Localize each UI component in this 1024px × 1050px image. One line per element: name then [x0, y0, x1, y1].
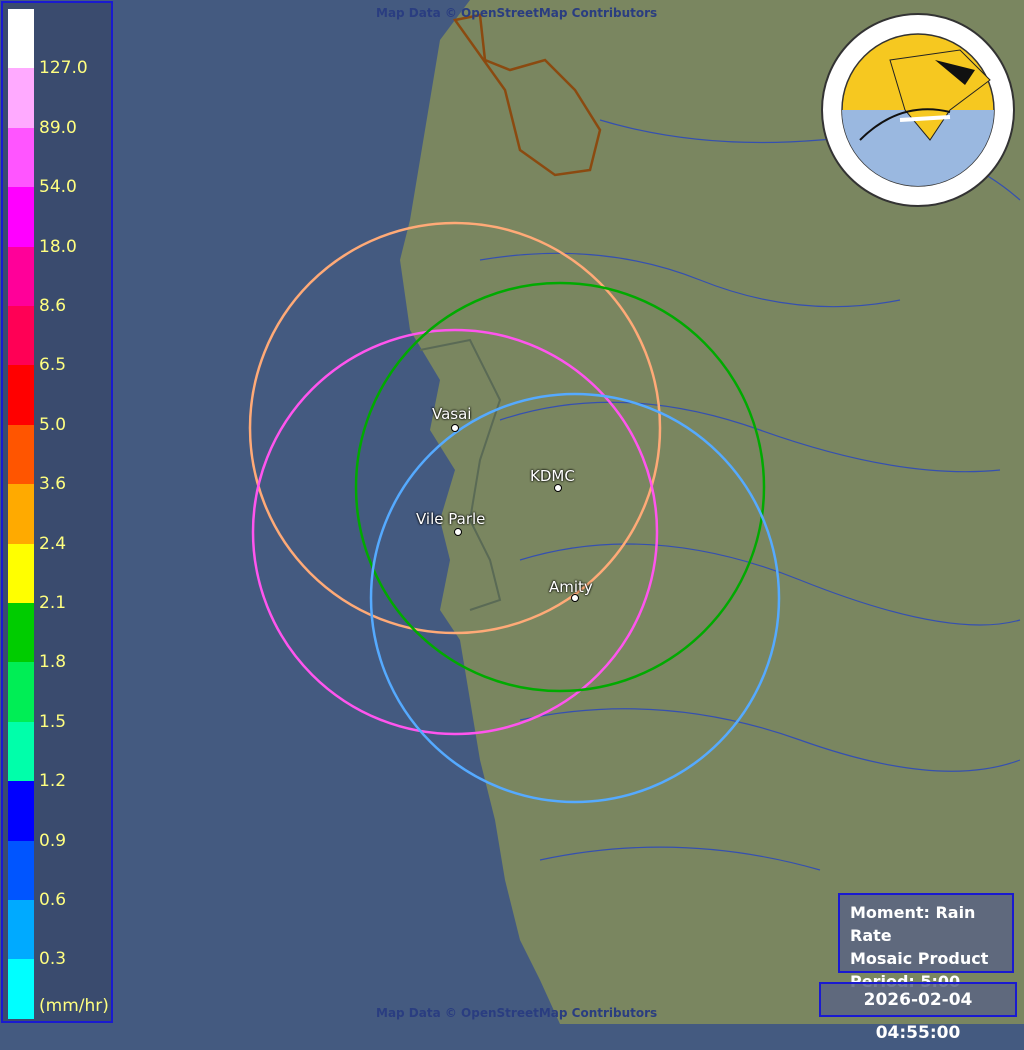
legend-band: [8, 781, 34, 842]
legend-label: 0.3: [39, 949, 67, 970]
station-label[interactable]: KDMC: [530, 467, 575, 485]
land: [400, 0, 1024, 1024]
legend-label: 127.0: [39, 58, 88, 79]
legend-band: [8, 840, 34, 901]
legend-band: [8, 68, 34, 129]
color-legend: (mm/hr) 127.0 89.0 54.0 18.0 8.6 6.5 5.0 3.6 2.4…: [1, 1, 113, 1023]
station-label[interactable]: Vile Parle: [416, 510, 486, 528]
legend-label: 2.4: [39, 533, 67, 554]
station-marker[interactable]: [554, 484, 562, 492]
legend-band: [8, 900, 34, 960]
legend-band: [8, 9, 34, 69]
legend-band: [8, 365, 34, 426]
legend-label: 8.6: [39, 296, 67, 316]
legend-label: 6.5: [39, 355, 67, 376]
legend-label: 1.8: [39, 652, 67, 673]
station-marker[interactable]: [451, 424, 459, 432]
legend-label: 18.0: [39, 236, 77, 257]
map-credit-bottom[interactable]: Map Data © OpenStreetMap Contributors: [376, 1006, 658, 1020]
iitm-logo: [821, 13, 1015, 207]
radar-map[interactable]: [0, 0, 1024, 1024]
legend-label: 89.0: [39, 117, 77, 138]
station-marker[interactable]: [571, 594, 579, 602]
range-ring-amity: [369, 392, 781, 804]
legend-label: 1.5: [39, 711, 67, 732]
legend-band: [8, 959, 34, 1020]
legend-label: 0.6: [39, 890, 67, 910]
legend-band: [8, 662, 34, 723]
moment-label: Moment: Rain Rate: [850, 903, 976, 945]
legend-band: [8, 246, 34, 307]
station-marker[interactable]: [454, 528, 462, 536]
range-ring-kdmc: [354, 281, 766, 693]
legend-band: [8, 484, 34, 545]
legend-band: [8, 187, 34, 248]
info-box: Moment: Rain Rate Mosaic Product Period:…: [838, 893, 1014, 991]
legend-label: 54.0: [39, 177, 77, 198]
range-ring-vasai: [248, 221, 662, 635]
legend-band: [8, 603, 34, 663]
legend-unit: (mm/hr): [39, 996, 109, 1016]
legend-band: [8, 127, 34, 188]
range-ring-vile-parle: [251, 328, 659, 736]
station-label[interactable]: Vasai: [432, 405, 472, 423]
legend-label: 0.9: [39, 830, 67, 851]
legend-band: [8, 306, 34, 366]
legend-label: 3.6: [39, 474, 67, 495]
legend-label: 1.2: [39, 771, 67, 792]
product-label: Mosaic Product: [850, 949, 989, 968]
timestamp: 2026-02-04 04:55:00: [819, 982, 1017, 1043]
legend-label: 5.0: [39, 414, 67, 435]
legend-band: [8, 543, 34, 604]
legend-label: 2.1: [39, 593, 67, 613]
station-label[interactable]: Amity: [549, 578, 593, 596]
rivers: [479, 119, 1021, 871]
legend-band: [8, 721, 34, 782]
map-credit-top[interactable]: Map Data © OpenStreetMap Contributors: [376, 6, 658, 20]
legend-band: [8, 424, 34, 485]
